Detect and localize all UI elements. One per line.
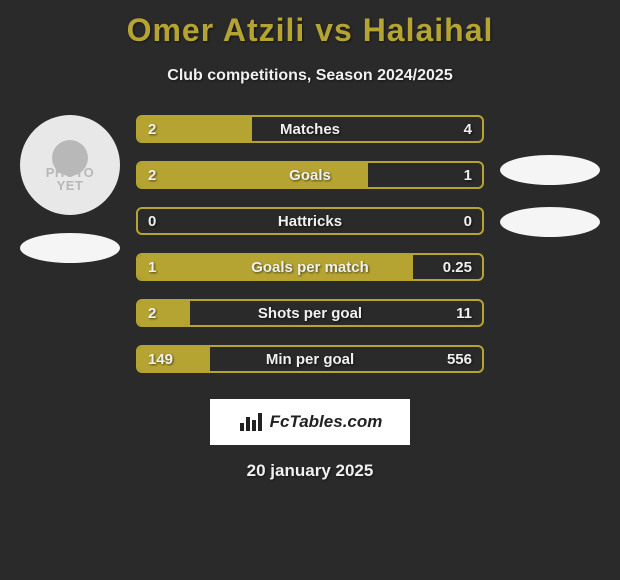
right-team-badge-1	[500, 155, 600, 185]
no-photo-label: NO PHOTO YET	[20, 153, 120, 192]
stat-value-right: 11	[456, 301, 472, 325]
stat-value-right: 556	[447, 347, 472, 371]
stat-label: Goals	[138, 163, 482, 187]
stat-bars: 2Matches42Goals10Hattricks01Goals per ma…	[130, 115, 490, 391]
snapshot-date: 20 january 2025	[0, 461, 620, 481]
stat-bar: 0Hattricks0	[136, 207, 484, 235]
right-player-panel	[490, 115, 610, 391]
stat-bar: 1Goals per match0.25	[136, 253, 484, 281]
logo-text: FcTables.com	[270, 412, 383, 432]
right-team-badge-2	[500, 207, 600, 237]
stat-label: Goals per match	[138, 255, 482, 279]
left-player-photo-placeholder: NO PHOTO YET	[20, 115, 120, 215]
stat-label: Matches	[138, 117, 482, 141]
stat-bar: 2Goals1	[136, 161, 484, 189]
page-subtitle: Club competitions, Season 2024/2025	[0, 67, 620, 85]
fctables-logo[interactable]: FcTables.com	[210, 399, 410, 445]
stat-bar: 2Shots per goal11	[136, 299, 484, 327]
stat-label: Shots per goal	[138, 301, 482, 325]
left-player-panel: NO PHOTO YET	[10, 115, 130, 391]
stat-bar: 2Matches4	[136, 115, 484, 143]
stat-label: Min per goal	[138, 347, 482, 371]
stat-value-right: 1	[464, 163, 472, 187]
stat-bar: 149Min per goal556	[136, 345, 484, 373]
left-team-badge	[20, 233, 120, 263]
page-title: Omer Atzili vs Halaihal	[0, 0, 620, 49]
stat-value-right: 0.25	[443, 255, 472, 279]
stat-value-right: 0	[464, 209, 472, 233]
bar-chart-icon	[238, 411, 264, 433]
stat-value-right: 4	[464, 117, 472, 141]
stat-label: Hattricks	[138, 209, 482, 233]
comparison-content: NO PHOTO YET 2Matches42Goals10Hattricks0…	[0, 115, 620, 391]
